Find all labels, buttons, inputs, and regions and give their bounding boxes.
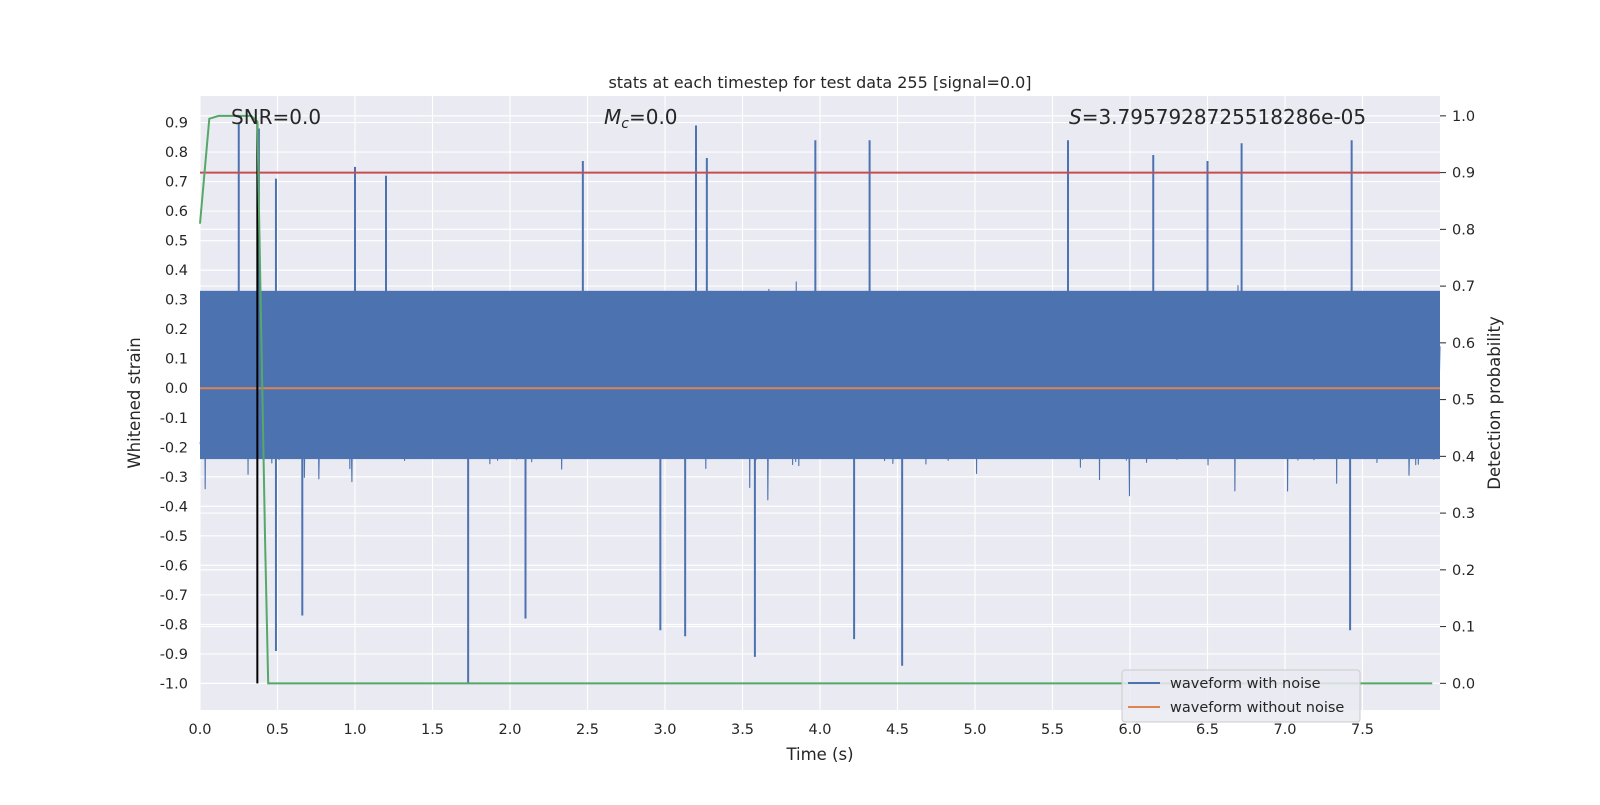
annotation-s: S=3.7957928725518286e-05 (1069, 105, 1366, 129)
x-tick-label: 6.5 (1196, 722, 1219, 738)
left-tick-label: -0.3 (160, 470, 188, 486)
annotation-mc-subscript: c (621, 116, 629, 132)
left-tick-label: -0.6 (160, 558, 188, 574)
right-tick-label: 0.6 (1452, 336, 1475, 352)
series-waveform-with-noise (199, 122, 1441, 684)
annotation-snr: SNR=0.0 (231, 105, 321, 129)
left-tick-label: -0.7 (160, 588, 188, 604)
right-tick-label: 0.3 (1452, 506, 1475, 522)
right-tick-label: 0.2 (1452, 563, 1475, 579)
x-tick-label: 2.0 (498, 722, 521, 738)
x-axis-ticks: 0.0 0.5 1.0 1.5 2.0 2.5 3.0 3.5 4.0 4.5 5.0 5.5 6.0 6… (188, 722, 1374, 738)
right-tick-label: 0.1 (1452, 620, 1475, 636)
annotation-s-symbol: S (1069, 105, 1082, 129)
x-tick-label: 7.5 (1351, 722, 1374, 738)
legend-label-noise: waveform with noise (1170, 676, 1321, 692)
left-axis-label: Whitened strain (125, 337, 144, 468)
x-axis-label: Time (s) (785, 745, 853, 764)
x-tick-label: 5.0 (963, 722, 986, 738)
legend-box (1121, 669, 1361, 723)
x-tick-label: 1.5 (421, 722, 444, 738)
left-tick-label: -1.0 (160, 676, 188, 692)
x-tick-label: 2.5 (576, 722, 599, 738)
x-tick-label: 4.5 (886, 722, 909, 738)
right-axis-label: Detection probability (1485, 316, 1504, 490)
chart-title: stats at each timestep for test data 255… (608, 73, 1031, 92)
left-tick-label: 0.2 (165, 322, 188, 338)
left-tick-label: 0.1 (165, 352, 188, 368)
left-tick-label: 0.6 (165, 204, 188, 220)
noise-core-band (200, 290, 1440, 460)
right-tick-label: 0.5 (1452, 393, 1475, 409)
x-tick-label: 4.0 (808, 722, 831, 738)
left-tick-label: 0.3 (165, 293, 188, 309)
x-tick-label: 0.0 (188, 722, 211, 738)
right-tick-label: 0.7 (1452, 279, 1475, 295)
x-tick-label: 0.5 (266, 722, 289, 738)
right-tick-label: 0.4 (1452, 449, 1475, 465)
left-tick-label: -0.9 (160, 647, 188, 663)
left-tick-label: -0.1 (160, 411, 188, 427)
annotation-mc-value: =0.0 (629, 105, 678, 129)
left-tick-label: -0.4 (160, 499, 188, 515)
x-tick-label: 1.0 (343, 722, 366, 738)
left-tick-label: -0.5 (160, 529, 188, 545)
right-axis-ticks: 1.0 0.9 0.8 0.7 0.6 0.5 0.4 0.3 0.2 0.1 0.0 (1440, 109, 1475, 692)
x-tick-label: 3.5 (731, 722, 754, 738)
right-tick-label: 0.9 (1452, 166, 1475, 182)
annotation-mc: Mc=0.0 (604, 105, 678, 132)
left-tick-label: -0.8 (160, 617, 188, 633)
annotation-s-value: =3.7957928725518286e-05 (1082, 105, 1366, 129)
right-tick-label: 0.0 (1452, 676, 1475, 692)
left-tick-label: 0.0 (165, 381, 188, 397)
annotation-mc-symbol: M (604, 105, 621, 129)
x-tick-label: 3.0 (653, 722, 676, 738)
left-axis-ticks: 0.9 0.8 0.7 0.6 0.5 0.4 0.3 0.2 0.1 0.0 -0.1 -0.2 -0… (160, 116, 188, 693)
x-tick-label: 7.0 (1273, 722, 1296, 738)
left-tick-label: -0.2 (160, 440, 188, 456)
x-tick-label: 6.0 (1118, 722, 1141, 738)
left-tick-label: 0.9 (165, 116, 188, 132)
overlays (199, 114, 1440, 685)
left-tick-label: 0.7 (165, 175, 188, 191)
right-tick-label: 1.0 (1452, 109, 1475, 125)
left-tick-label: 0.8 (165, 145, 188, 161)
legend-label-no-noise: waveform without noise (1170, 700, 1344, 716)
legend: waveform with noise waveform without noi… (1121, 669, 1361, 723)
right-tick-label: 0.8 (1452, 222, 1475, 238)
series-detection-probability (199, 114, 1433, 685)
left-tick-label: 0.5 (165, 234, 188, 250)
x-tick-label: 5.5 (1041, 722, 1064, 738)
left-tick-label: 0.4 (165, 263, 188, 279)
